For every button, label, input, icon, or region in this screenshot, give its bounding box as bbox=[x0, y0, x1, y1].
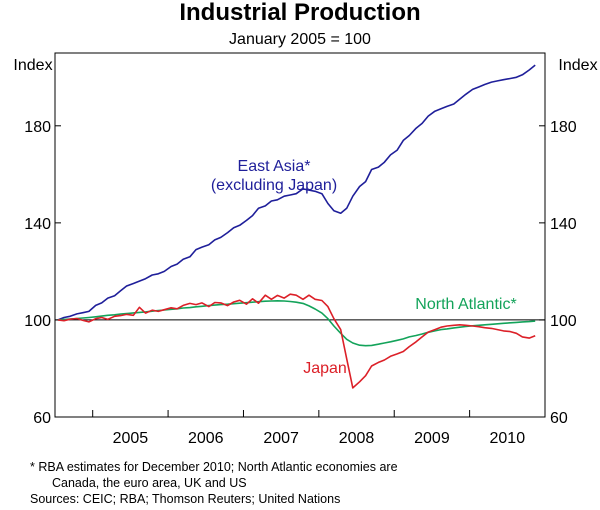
plot-area-frame bbox=[54, 52, 546, 418]
x-tick-label: 2006 bbox=[188, 430, 224, 447]
series-lines bbox=[57, 64, 536, 389]
x-tick-label: 2010 bbox=[490, 430, 526, 447]
x-axis-ticks: 2005 2006 2007 2008 2009 2010 bbox=[92, 410, 546, 447]
y-tick-label-left: 140 bbox=[24, 216, 51, 233]
x-tick-label: 2007 bbox=[263, 430, 299, 447]
series-line-japan bbox=[57, 293, 536, 389]
legend-east-asia-subtext: (excluding Japan) bbox=[211, 177, 337, 194]
chart-subtitle: January 2005 = 100 bbox=[229, 31, 371, 48]
series-line-east-asia bbox=[57, 64, 536, 321]
y-tick-label-left: 100 bbox=[24, 313, 51, 330]
x-tick-label: 2005 bbox=[113, 430, 149, 447]
chart-title: Industrial Production bbox=[179, 0, 420, 26]
series-line-north-atlantic bbox=[57, 299, 536, 347]
y-axis-label-right: Index bbox=[558, 57, 597, 74]
sources-note: Sources: CEIC; RBA; Thomson Reuters; Uni… bbox=[30, 492, 341, 506]
y-tick-label-right: 180 bbox=[550, 119, 577, 136]
y-tick-label-left: 60 bbox=[33, 410, 51, 427]
y-axis-label-left: Index bbox=[13, 57, 52, 74]
x-tick-label: 2009 bbox=[414, 430, 450, 447]
x-tick-label: 2008 bbox=[339, 430, 375, 447]
y-tick-label-right: 140 bbox=[550, 216, 577, 233]
y-tick-label-right: 60 bbox=[550, 410, 568, 427]
footnote-line-1: * RBA estimates for December 2010; North… bbox=[30, 460, 398, 474]
y-tick-label-left: 180 bbox=[24, 119, 51, 136]
legend-japan: Japan bbox=[303, 360, 347, 377]
y-axis-ticks: 60 60 100 100 140 140 180 180 bbox=[24, 119, 577, 427]
legend-east-asia: East Asia* bbox=[238, 158, 311, 175]
legend-north-atlantic: North Atlantic* bbox=[415, 296, 516, 313]
footnote-line-2: Canada, the euro area, UK and US bbox=[52, 476, 247, 490]
y-tick-label-right: 100 bbox=[550, 313, 577, 330]
